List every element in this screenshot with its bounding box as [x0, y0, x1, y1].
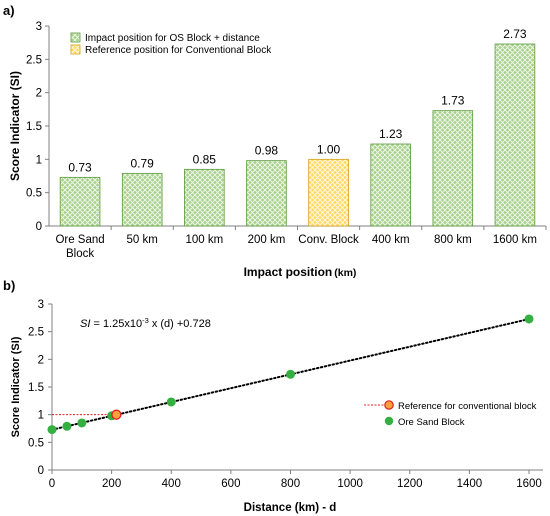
b-y-tick-label: 1.5 [28, 382, 44, 394]
a-x-tick-label: 200 km [248, 234, 286, 246]
a-data-label: 1.00 [317, 142, 341, 156]
a-bar [184, 168, 225, 227]
panel-b-x-axis-title: Distance (km) - d [244, 502, 337, 514]
b-y-tick-label: 0 [38, 465, 44, 477]
a-x-tick-label: 400 km [372, 234, 410, 246]
b-y-tick-label: 1 [38, 410, 44, 422]
a-x-tick-label: 1600 km [493, 234, 537, 246]
equation-suffix: x (d) +0.728 [149, 318, 211, 330]
b-y-tick-label: 2.5 [28, 327, 44, 339]
legend-ref-marker [384, 400, 394, 410]
a-x-tick-label: Ore Sand [55, 234, 104, 246]
panel-a-x-axis-title-unit: (km) [334, 267, 356, 279]
panel-b-y-axis-title: Score Indicator (SI) [10, 336, 22, 437]
a-data-label: 0.73 [68, 160, 92, 174]
a-data-label: 0.85 [193, 152, 217, 166]
b-point-ore-sand [166, 397, 176, 407]
a-data-label: 0.98 [255, 144, 279, 158]
a-bar [370, 143, 411, 227]
legend-label-yellow: Reference position for Conventional Bloc… [85, 45, 272, 56]
b-x-tick-label: 400 [162, 478, 181, 490]
b-point-ore-sand [286, 369, 295, 379]
a-data-label: 0.79 [131, 156, 155, 170]
a-bar [432, 110, 474, 227]
legend-swatch-green [70, 32, 81, 43]
equation-prefix: SI [80, 318, 90, 330]
b-x-tick-label: 1000 [337, 478, 363, 490]
panel-b-label: b) [3, 278, 15, 293]
b-point-reference [111, 409, 122, 420]
panel-a-y-axis-title: Score Indicator (SI) [8, 71, 22, 181]
panel-a-legend: Impact position for OS Block + distance … [70, 32, 272, 56]
a-bar [59, 176, 101, 227]
panel-a: a) 0.73 0.79 0.85 0.98 1.00 1.23 1.73 2.73 Ore … [3, 3, 547, 279]
panel-b-x-ticks: 0 200 400 600 800 1000 1200 1400 1600 [49, 470, 542, 490]
b-x-tick-label: 600 [221, 478, 240, 490]
a-data-label: 1.73 [441, 94, 465, 108]
a-data-label: 2.73 [503, 27, 527, 41]
b-point-ore-sand [77, 418, 87, 428]
b-y-tick-label: 0.5 [28, 437, 44, 449]
legend-ore-label: Ore Sand Block [398, 417, 465, 428]
legend-ref-label: Reference for conventional block [398, 401, 537, 412]
a-x-tick-label: Block [66, 248, 94, 260]
legend-label-green: Impact position for OS Block + distance [85, 33, 260, 44]
b-y-tick-label: 2 [38, 354, 44, 366]
panel-a-label: a) [3, 3, 15, 18]
b-x-tick-label: 0 [49, 478, 55, 490]
panel-b: b) 0 200 400 600 800 1000 1200 1400 1600 0 0.5 1 1.… [3, 278, 543, 514]
b-x-tick-label: 1400 [457, 478, 483, 490]
panel-b-equation: SI = 1.25x10-3 x (d) +0.728 [80, 316, 211, 330]
a-bar [308, 158, 349, 227]
b-x-tick-label: 1600 [516, 478, 542, 490]
a-x-tick-label: Conv. Block [298, 234, 359, 246]
a-bar [246, 160, 287, 227]
a-y-tick-label: 3 [36, 21, 42, 33]
b-y-tick-label: 3 [38, 299, 44, 311]
a-y-tick-label: 0 [36, 221, 42, 233]
panel-a-bars [59, 43, 536, 227]
a-y-tick-label: 1.5 [26, 121, 42, 133]
panel-a-x-axis-title-main: Impact position [244, 265, 333, 279]
equation-body: = 1.25x10 [90, 318, 142, 330]
b-point-ore-sand [524, 314, 534, 324]
a-y-tick-label: 2.5 [26, 54, 42, 66]
b-x-tick-label: 1200 [397, 478, 423, 490]
equation-exp: -3 [142, 316, 149, 325]
a-data-label: 1.23 [379, 127, 403, 141]
b-x-tick-label: 200 [102, 478, 121, 490]
panel-a-data-labels: 0.73 0.79 0.85 0.98 1.00 1.23 1.73 2.73 [68, 27, 527, 174]
a-y-tick-label: 1 [36, 154, 42, 166]
b-point-ore-sand [62, 421, 72, 431]
panel-a-x-axis-title: Impact position (km) [244, 265, 357, 279]
a-y-tick-label: 2 [36, 88, 42, 100]
legend-swatch-yellow [70, 44, 81, 55]
a-x-tick-label: 100 km [185, 234, 223, 246]
a-x-tick-label: 50 km [127, 234, 158, 246]
panel-a-x-ticks: Ore Sand Block 50 km 100 km 200 km Conv. Bloc… [55, 226, 547, 260]
panel-a-y-ticks: 0 0.5 1 1.5 2 2.5 3 [26, 21, 49, 233]
a-y-tick-label: 0.5 [26, 188, 42, 200]
panel-b-legend: Reference for conventional block Ore San… [364, 400, 537, 428]
a-bar [494, 43, 536, 227]
a-bar [121, 172, 163, 227]
panel-b-points [47, 314, 534, 435]
a-x-tick-label: 800 km [434, 234, 472, 246]
panel-b-y-ticks: 0 0.5 1 1.5 2 2.5 3 [28, 299, 52, 477]
b-x-tick-label: 800 [281, 478, 300, 490]
legend-ore-marker [384, 416, 394, 426]
b-point-ore-sand [47, 425, 57, 435]
